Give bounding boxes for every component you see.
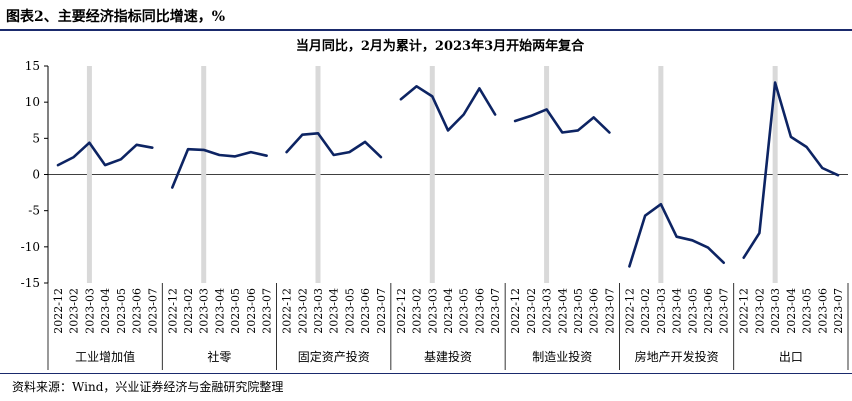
x-tick-label: 2023-07 <box>261 288 274 334</box>
x-tick-label: 2023-02 <box>525 288 538 334</box>
x-tick-label: 2022-12 <box>395 288 408 334</box>
x-tick-label: 2023-07 <box>146 288 159 334</box>
plot-layer <box>56 66 840 283</box>
line-chart: 当月同比，2月为累计，2023年3月开始两年复合 15 10 5 0 -5 -10 -15 2… <box>21 38 849 370</box>
x-tick-label: 2023-07 <box>832 288 845 334</box>
source-note: 资料来源：Wind，兴业证券经济与金融研究院整理 <box>12 380 284 394</box>
x-tick-label: 2023-05 <box>115 288 128 334</box>
series-line <box>56 141 154 167</box>
highlight-bar <box>544 66 550 283</box>
x-tick-label: 2023-03 <box>198 288 211 334</box>
x-tick-label: 2023-07 <box>718 288 731 334</box>
x-tick-label: 2022-12 <box>52 288 65 334</box>
x-tick-label: 2023-02 <box>296 288 309 334</box>
group-label: 房地产开发投资 <box>635 349 719 364</box>
x-tick-label: 2023-04 <box>556 288 569 334</box>
x-tick-label: 2023-04 <box>213 288 226 334</box>
x-tick-label: 2023-03 <box>541 288 554 334</box>
series-line <box>513 108 611 134</box>
x-tick-label: 2023-06 <box>588 288 601 334</box>
x-tick-label: 2023-03 <box>769 288 782 334</box>
series-line <box>742 81 840 259</box>
bottom-rule <box>0 373 852 374</box>
highlight-bar <box>429 66 435 283</box>
x-tick-label: 2023-02 <box>753 288 766 334</box>
x-tick-label: 2023-06 <box>245 288 258 334</box>
group-label: 制造业投资 <box>532 349 592 364</box>
y-tick-label: -5 <box>28 204 40 218</box>
y-tick-label: 10 <box>25 95 40 109</box>
series-line <box>628 202 726 268</box>
x-tick-label: 2023-02 <box>639 288 652 334</box>
group-label: 工业增加值 <box>75 349 135 364</box>
title-rule <box>0 29 852 31</box>
figure-title: 图表2、主要经济指标同比增速，% <box>6 9 226 25</box>
x-tick-label: 2023-06 <box>473 288 486 334</box>
series-line <box>171 147 268 189</box>
x-tick-label: 2023-06 <box>131 288 144 334</box>
x-tick-label: 2022-12 <box>509 288 522 334</box>
group-label: 基建投资 <box>424 349 472 364</box>
x-tick-label: 2023-05 <box>343 288 356 334</box>
x-tick-label: 2023-06 <box>816 288 829 334</box>
x-tick-label: 2023-03 <box>426 288 439 334</box>
x-tick-label: 2023-03 <box>312 288 325 334</box>
y-tick-label: -10 <box>21 240 40 254</box>
series-line <box>399 84 497 132</box>
x-tick-label: 2023-04 <box>328 288 341 334</box>
y-tick-label: 15 <box>25 59 40 73</box>
x-tick-label: 2022-12 <box>738 288 751 334</box>
x-tick-label: 2023-02 <box>68 288 81 334</box>
x-tick-label: 2023-07 <box>375 288 388 334</box>
x-tick-label: 2023-05 <box>572 288 585 334</box>
y-tick-label: -15 <box>21 276 40 290</box>
highlight-bar <box>86 66 92 283</box>
x-tick-label: 2023-03 <box>83 288 96 334</box>
x-tick-label: 2023-05 <box>801 288 814 334</box>
group-label: 社零 <box>207 349 231 364</box>
series-line <box>285 132 383 159</box>
y-tick-label: 5 <box>32 131 40 145</box>
x-tick-label: 2023-05 <box>229 288 242 334</box>
x-tick-label: 2023-04 <box>671 288 684 334</box>
x-tick-label: 2023-04 <box>442 288 455 334</box>
x-tick-label: 2023-02 <box>411 288 424 334</box>
x-tick-label: 2023-06 <box>359 288 372 334</box>
x-tick-label: 2023-07 <box>489 288 502 334</box>
y-tick-label: 0 <box>32 168 40 182</box>
highlight-bar <box>658 66 664 283</box>
x-tick-label: 2023-07 <box>603 288 616 334</box>
highlight-bar <box>315 66 321 283</box>
x-tick-label: 2022-12 <box>623 288 636 334</box>
highlight-bar <box>772 66 778 283</box>
x-tick-label: 2023-02 <box>182 288 195 334</box>
x-tick-label: 2023-05 <box>686 288 699 334</box>
x-tick-label: 2023-04 <box>99 288 112 334</box>
x-tick-label: 2022-12 <box>281 288 294 334</box>
x-tick-label: 2023-03 <box>655 288 668 334</box>
x-tick-label: 2023-04 <box>785 288 798 334</box>
highlight-bar <box>201 66 207 283</box>
x-tick-label: 2023-05 <box>458 288 471 334</box>
chart-title: 当月同比，2月为累计，2023年3月开始两年复合 <box>296 38 585 54</box>
group-label: 出口 <box>779 350 803 364</box>
group-label: 固定资产投资 <box>298 349 370 364</box>
x-tick-label: 2023-06 <box>702 288 715 334</box>
x-tick-label: 2022-12 <box>166 288 179 334</box>
